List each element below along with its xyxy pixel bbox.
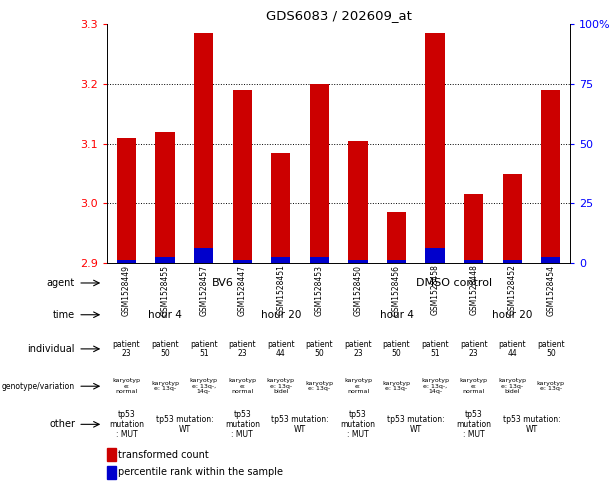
Text: karyotyp
e: 13q-
bidel: karyotyp e: 13q- bidel	[267, 378, 295, 394]
Text: tp53
mutation
: MUT: tp53 mutation : MUT	[340, 410, 376, 439]
Bar	[541, 257, 560, 263]
Text: agent: agent	[47, 278, 75, 288]
Text: patient
50: patient 50	[537, 340, 565, 358]
Bar	[464, 260, 483, 263]
Text: patient
44: patient 44	[498, 340, 526, 358]
Text: time: time	[53, 310, 75, 320]
Text: tp53 mutation:
WT: tp53 mutation: WT	[387, 415, 444, 434]
Text: karyotyp
e: 13q-: karyotyp e: 13q-	[305, 381, 333, 391]
Text: patient
23: patient 23	[344, 340, 371, 358]
Bar	[503, 260, 522, 263]
Text: tp53 mutation:
WT: tp53 mutation: WT	[503, 415, 560, 434]
Text: karyotyp
e: 13q-: karyotyp e: 13q-	[383, 381, 411, 391]
Bar	[464, 195, 483, 263]
Bar	[194, 248, 213, 263]
Bar	[310, 257, 329, 263]
Text: other: other	[49, 419, 75, 429]
Bar	[271, 257, 291, 263]
Text: BV6: BV6	[212, 278, 234, 288]
Bar	[387, 260, 406, 263]
Bar	[156, 132, 175, 263]
Bar	[348, 260, 368, 263]
Text: patient
50: patient 50	[383, 340, 410, 358]
Bar	[156, 257, 175, 263]
Bar	[348, 141, 368, 263]
Bar	[232, 260, 252, 263]
Bar	[425, 248, 445, 263]
Text: hour 20: hour 20	[261, 310, 301, 320]
Bar	[271, 153, 291, 263]
Bar	[503, 173, 522, 263]
Text: tp53 mutation:
WT: tp53 mutation: WT	[156, 415, 213, 434]
Text: karyotyp
e:
normal: karyotyp e: normal	[460, 378, 488, 394]
Text: tp53
mutation
: MUT: tp53 mutation : MUT	[225, 410, 260, 439]
Text: patient
50: patient 50	[151, 340, 179, 358]
Text: karyotyp
e: 13q-: karyotyp e: 13q-	[537, 381, 565, 391]
Title: GDS6083 / 202609_at: GDS6083 / 202609_at	[266, 9, 411, 22]
Text: DMSO control: DMSO control	[416, 278, 492, 288]
Text: karyotyp
e:
normal: karyotyp e: normal	[228, 378, 256, 394]
Bar	[310, 84, 329, 263]
Text: hour 4: hour 4	[379, 310, 414, 320]
Bar	[117, 260, 136, 263]
Text: patient
23: patient 23	[460, 340, 487, 358]
Text: hour 4: hour 4	[148, 310, 182, 320]
Text: karyotyp
e: 13q-: karyotyp e: 13q-	[151, 381, 179, 391]
Text: patient
51: patient 51	[421, 340, 449, 358]
Text: karyotyp
e:
normal: karyotyp e: normal	[113, 378, 140, 394]
Bar	[387, 213, 406, 263]
Text: patient
50: patient 50	[306, 340, 333, 358]
Bar	[194, 33, 213, 263]
Text: karyotyp
e: 13q-,
14q-: karyotyp e: 13q-, 14q-	[189, 378, 218, 394]
Bar	[541, 90, 560, 263]
Text: karyotyp
e: 13q-,
14q-: karyotyp e: 13q-, 14q-	[421, 378, 449, 394]
Text: transformed count: transformed count	[118, 450, 209, 460]
Bar	[107, 466, 116, 479]
Bar	[232, 90, 252, 263]
Text: patient
44: patient 44	[267, 340, 295, 358]
Text: tp53
mutation
: MUT: tp53 mutation : MUT	[456, 410, 491, 439]
Text: individual: individual	[28, 344, 75, 354]
Bar	[425, 33, 445, 263]
Text: percentile rank within the sample: percentile rank within the sample	[118, 467, 283, 477]
Text: karyotyp
e: 13q-
bidel: karyotyp e: 13q- bidel	[498, 378, 526, 394]
Text: genotype/variation: genotype/variation	[2, 382, 75, 391]
Text: tp53 mutation:
WT: tp53 mutation: WT	[272, 415, 329, 434]
Text: karyotyp
e:
normal: karyotyp e: normal	[344, 378, 372, 394]
Bar	[117, 138, 136, 263]
Text: tp53
mutation
: MUT: tp53 mutation : MUT	[109, 410, 144, 439]
Text: patient
51: patient 51	[190, 340, 218, 358]
Bar	[107, 448, 116, 461]
Text: hour 20: hour 20	[492, 310, 533, 320]
Text: patient
23: patient 23	[113, 340, 140, 358]
Text: patient
23: patient 23	[229, 340, 256, 358]
